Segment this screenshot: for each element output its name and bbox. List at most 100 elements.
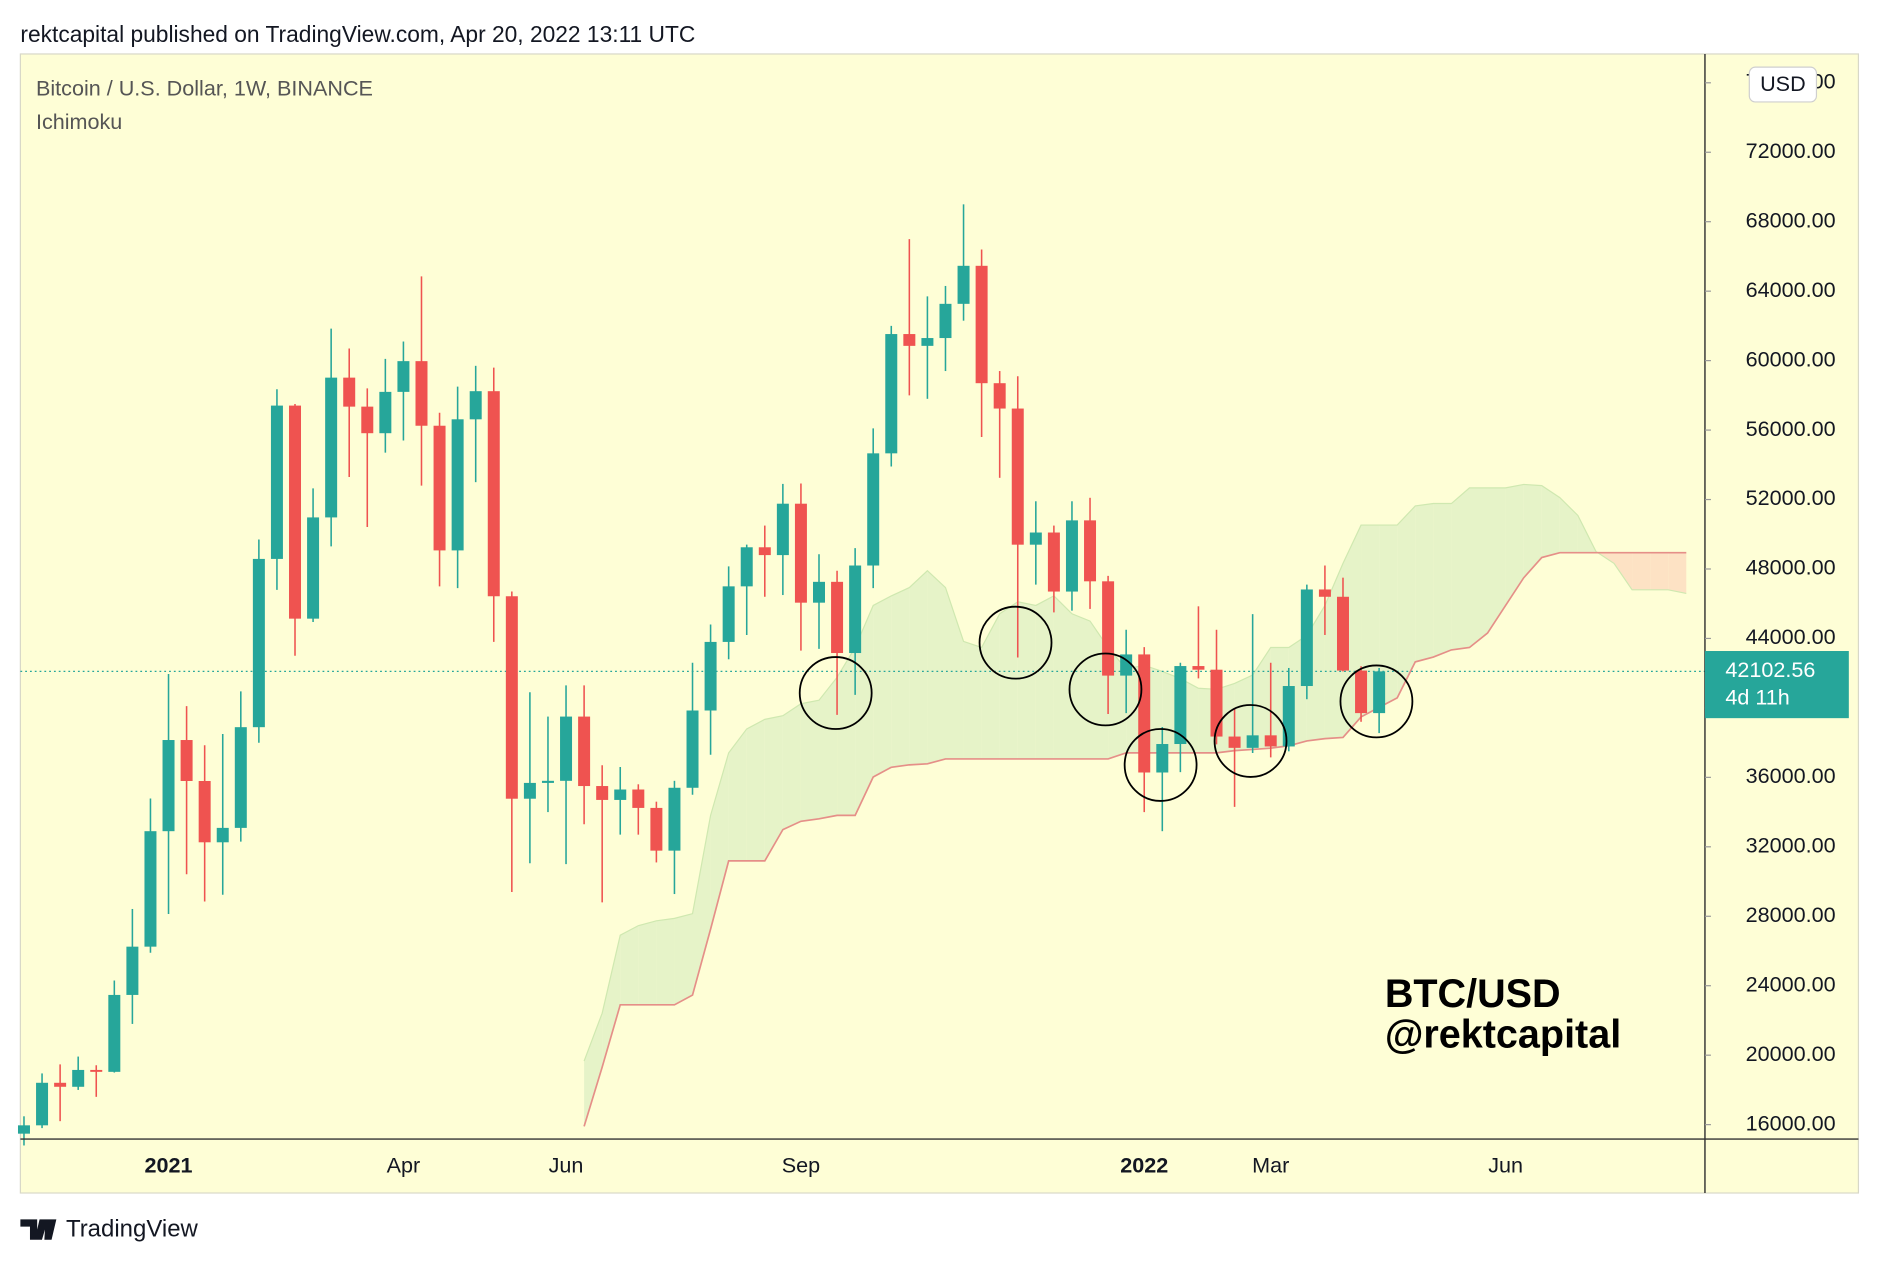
candle-body [1065, 520, 1078, 592]
annotation-circle [978, 605, 1053, 680]
candle-body [758, 547, 771, 556]
cloud-segment [674, 913, 693, 1005]
footer-brand: TradingView [66, 1215, 199, 1242]
cloud-segment [692, 815, 711, 996]
y-tick-label: 32000.00 [1746, 833, 1836, 858]
candle-body [307, 517, 320, 619]
cloud-segment [1361, 525, 1380, 717]
candle-body [650, 807, 663, 851]
annotation-circle [798, 656, 873, 730]
candle-body [614, 789, 627, 800]
candle-body [1228, 736, 1241, 748]
candle-body [379, 391, 392, 434]
candle-body [1174, 666, 1187, 745]
candle-body [1102, 581, 1115, 676]
candle-body [993, 383, 1006, 409]
x-tick-label: Sep [782, 1152, 820, 1177]
logo-icon [20, 1219, 57, 1240]
y-tick-label: 20000.00 [1746, 1041, 1836, 1066]
candle-body [1246, 735, 1259, 748]
plot-area [17, 204, 1705, 1146]
cloud-segment [1053, 595, 1072, 759]
y-tick-label: 68000.00 [1746, 207, 1836, 232]
candle-body [903, 334, 916, 346]
candle-body [397, 361, 410, 392]
candle-body [1210, 669, 1223, 737]
cloud-segment [999, 601, 1018, 759]
candle-body [289, 405, 302, 619]
header: rektcapital published on TradingView.com… [20, 21, 695, 47]
x-tick-label: Mar [1252, 1152, 1289, 1177]
indicator-label: Ichimoku [36, 109, 122, 134]
annotation-circle [1068, 652, 1143, 727]
candle-body [1192, 666, 1205, 670]
candle-body [885, 334, 898, 454]
candle-body [794, 503, 807, 603]
candle-body [704, 641, 717, 711]
cloud-segment [1379, 525, 1398, 708]
y-tick-label: 64000.00 [1746, 277, 1836, 302]
cloud-segment [909, 570, 928, 765]
y-tick-label: 56000.00 [1746, 416, 1836, 441]
cloud-segment [782, 703, 801, 830]
candle-body [162, 740, 175, 832]
span-a-line [583, 483, 1687, 1062]
candle-body [433, 425, 446, 551]
candle-body [198, 781, 211, 843]
candle-body [1264, 735, 1277, 747]
candle-body [325, 377, 338, 518]
candle-body [523, 782, 536, 799]
cloud-segment [1397, 505, 1416, 698]
cloud-segment [1614, 552, 1633, 590]
candle-body [361, 406, 374, 434]
candle-body [668, 787, 681, 851]
candle-body [632, 789, 645, 808]
cloud-segment [818, 677, 838, 819]
watermark: BTC/USD [1385, 972, 1561, 1016]
cloud-segment [764, 715, 783, 861]
cloud-segment [945, 587, 964, 759]
cloud-segment [1523, 484, 1542, 578]
watermark: @rektcapital [1385, 1013, 1621, 1057]
cloud-segment [746, 719, 765, 861]
cloud-segment [656, 918, 675, 1005]
last-price-box [1704, 651, 1849, 719]
annotation-circle [1339, 664, 1414, 739]
candle-body [831, 581, 844, 654]
cloud-segment [1415, 503, 1434, 662]
cloud-segment [891, 587, 910, 768]
y-tick-label: 36000.00 [1746, 763, 1836, 788]
candle-body [578, 716, 591, 787]
cloud-segment [1668, 552, 1687, 594]
y-tick-label: 28000.00 [1746, 902, 1836, 927]
annotation-circle [1213, 704, 1288, 778]
cloud-segment [728, 728, 747, 861]
candle-body [1355, 670, 1368, 714]
candle-body [975, 265, 988, 384]
cloud-segment [1541, 485, 1560, 558]
x-tick-label: Jun [549, 1152, 584, 1177]
candle-body [144, 831, 157, 947]
candle-body [776, 503, 789, 556]
candle-body [1156, 744, 1169, 773]
candle-body [270, 405, 283, 559]
candle-body [596, 786, 609, 800]
cloud-segment [1252, 647, 1271, 750]
x-tick-label: 2021 [145, 1152, 193, 1177]
cloud-segment [1234, 675, 1253, 751]
y-tick-label: 60000.00 [1746, 346, 1836, 371]
candle-body [1373, 671, 1386, 714]
candle-body [1282, 686, 1295, 747]
x-tick-label: 2022 [1120, 1152, 1168, 1177]
candle-body [343, 377, 356, 407]
annotation-circle [1123, 728, 1198, 802]
candle-body [1300, 589, 1313, 687]
currency-label[interactable]: USD [1760, 71, 1806, 96]
candle-body [216, 827, 229, 843]
x-tick-label: Jun [1488, 1152, 1523, 1177]
candle-body [505, 596, 518, 799]
candle-body [17, 1125, 30, 1134]
currency-button[interactable] [1748, 66, 1818, 103]
